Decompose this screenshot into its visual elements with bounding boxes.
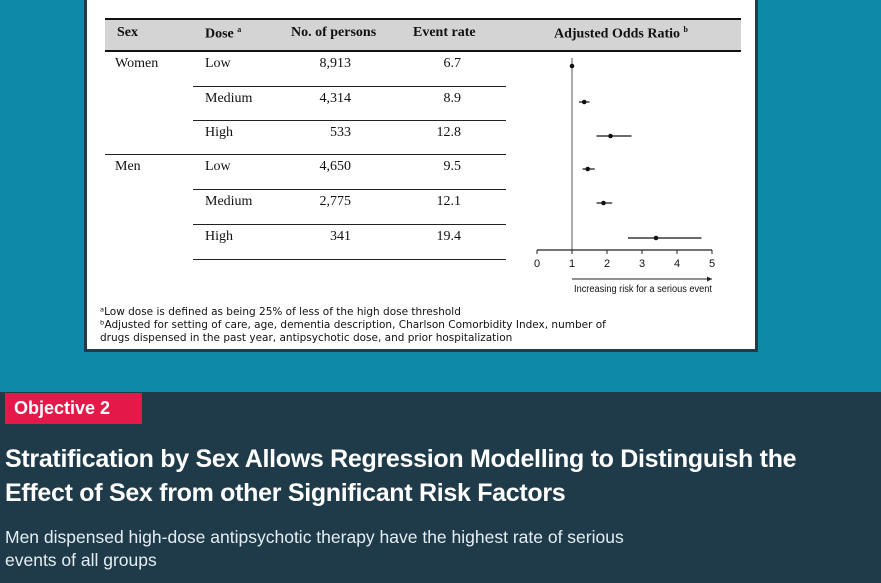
odds-ratio-point xyxy=(585,166,591,172)
event-rate-cell: 12.1 xyxy=(436,194,462,209)
row-divider xyxy=(193,259,506,260)
x-tick-label: 5 xyxy=(709,258,715,270)
persons-cell: 8,913 xyxy=(319,56,352,71)
row-divider xyxy=(193,189,506,190)
event-rate-cell: 12.8 xyxy=(436,125,462,140)
subheadline: Men dispensed high-dose antipsychotic th… xyxy=(5,526,865,572)
row-divider xyxy=(193,120,506,121)
event-rate-cell: 6.7 xyxy=(443,56,462,71)
header-dose-label: Dose xyxy=(205,26,234,42)
x-tick-label: 3 xyxy=(639,258,645,270)
table-header-row: Sex Dose a No. of persons Event rate Adj… xyxy=(105,18,741,52)
footnote-a: ᵃLow dose is defined as being 25% of les… xyxy=(100,306,461,318)
header-event-rate: Event rate xyxy=(413,25,476,40)
odds-ratio-point xyxy=(608,133,613,139)
headline: Stratification by Sex Allows Regression … xyxy=(5,442,877,510)
dose-cell: Medium xyxy=(205,91,253,106)
odds-ratio-point xyxy=(653,235,659,241)
row-divider xyxy=(193,86,506,87)
headline-line-2: Effect of Sex from other Significant Ris… xyxy=(5,479,566,507)
odds-ratio-point xyxy=(581,99,587,105)
header-aor-label: Adjusted Odds Ratio xyxy=(554,26,681,42)
figure-card: Sex Dose a No. of persons Event rate Adj… xyxy=(84,0,758,352)
group-label-men: Men xyxy=(115,159,141,174)
header-adjusted-odds-ratio: Adjusted Odds Ratio b xyxy=(554,25,688,43)
x-axis-label: Increasing risk for a serious event xyxy=(574,284,712,295)
odds-ratio-point xyxy=(601,200,606,206)
x-tick-label: 4 xyxy=(674,258,680,270)
dose-cell: Low xyxy=(205,56,231,71)
event-rate-cell: 19.4 xyxy=(436,229,462,244)
persons-cell: 2,775 xyxy=(319,194,352,209)
headline-line-1: Stratification by Sex Allows Regression … xyxy=(5,445,797,473)
header-dose: Dose a xyxy=(205,25,241,43)
x-tick-label: 0 xyxy=(534,258,540,270)
persons-cell: 4,314 xyxy=(319,91,352,106)
group-divider xyxy=(105,154,506,155)
x-tick-label: 1 xyxy=(569,258,575,270)
risk-arrow-head xyxy=(707,276,712,282)
subheadline-line-2: events of all groups xyxy=(5,550,157,570)
header-sex: Sex xyxy=(117,25,138,40)
group-label-women: Women xyxy=(115,56,159,71)
dose-cell: Low xyxy=(205,159,231,174)
x-tick-label: 2 xyxy=(604,258,610,270)
odds-ratio-point xyxy=(569,63,575,69)
dose-cell: High xyxy=(205,125,233,140)
persons-cell: 533 xyxy=(330,125,351,140)
subheadline-line-1: Men dispensed high-dose antipsychotic th… xyxy=(5,527,624,547)
bottom-band xyxy=(0,392,881,583)
dose-cell: Medium xyxy=(205,194,253,209)
dose-cell: High xyxy=(205,229,233,244)
header-persons: No. of persons xyxy=(291,25,377,40)
persons-cell: 341 xyxy=(330,229,351,244)
footnote-b-line2: drugs dispensed in the past year, antips… xyxy=(100,332,513,344)
header-aor-superscript: b xyxy=(683,25,688,34)
row-divider xyxy=(193,224,506,225)
forest-plot: 0 1 2 3 4 5 Increasing risk for a serious even… xyxy=(534,58,715,295)
event-rate-cell: 9.5 xyxy=(443,159,462,174)
event-rate-cell: 8.9 xyxy=(443,91,462,106)
footnote-b-line1: ᵇAdjusted for setting of care, age, deme… xyxy=(100,319,606,331)
persons-cell: 4,650 xyxy=(319,159,352,174)
objective-badge: Objective 2 xyxy=(5,393,142,424)
header-dose-superscript: a xyxy=(237,25,242,34)
